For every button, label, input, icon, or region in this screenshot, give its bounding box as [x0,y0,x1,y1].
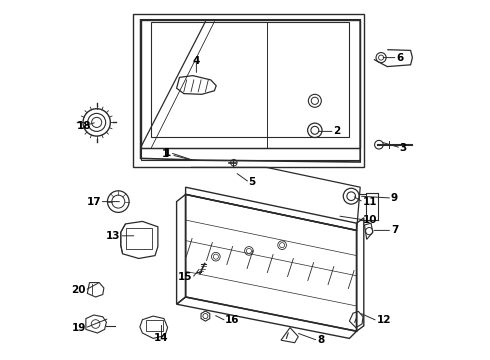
Text: 7: 7 [391,225,398,235]
Text: 3: 3 [400,143,407,153]
Text: 18: 18 [77,121,91,131]
Text: 8: 8 [317,335,324,345]
Text: 12: 12 [376,315,391,325]
Text: 9: 9 [391,193,398,203]
Text: 11: 11 [363,197,377,207]
Text: 1: 1 [162,149,170,159]
Text: 5: 5 [248,177,256,187]
Text: 13: 13 [106,231,121,241]
Text: 15: 15 [178,272,193,282]
Bar [133,14,364,167]
Text: 16: 16 [225,315,240,325]
Text: 6: 6 [396,53,403,63]
Text: 20: 20 [72,285,86,295]
Text: 4: 4 [193,56,200,66]
Text: 17: 17 [86,197,101,207]
Text: 10: 10 [363,215,377,225]
Text: 2: 2 [333,126,341,136]
Text: 1: 1 [164,148,171,158]
Text: 14: 14 [154,333,169,343]
Text: 19: 19 [72,323,86,333]
